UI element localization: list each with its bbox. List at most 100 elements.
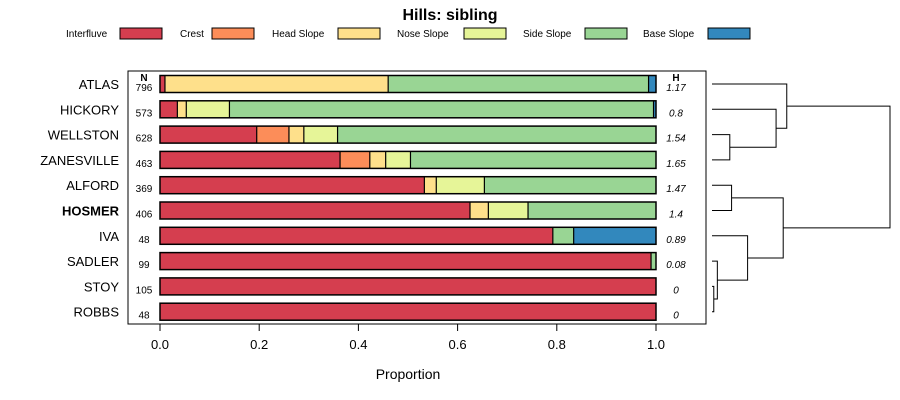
bar-segment-wellston-side-slope [337, 126, 656, 144]
category-label-wellston: WELLSTON [48, 128, 119, 143]
legend-label-interfluve: Interfluve [66, 29, 108, 40]
bar-outline-robbs [159, 302, 657, 321]
n-value-hickory: 573 [136, 108, 153, 119]
row-zanesville: ZANESVILLE 463 1.65 [40, 150, 686, 170]
legend-swatch-crest [211, 27, 255, 40]
category-label-zanesville: ZANESVILLE [40, 153, 119, 168]
category-label-robbs: ROBBS [73, 305, 119, 320]
n-value-alford: 369 [136, 184, 153, 195]
n-value-stoy: 105 [136, 285, 153, 296]
chart-title: Hills: sibling [402, 7, 497, 24]
category-label-stoy: STOY [84, 279, 119, 294]
bar-segment-iva-side-slope [552, 227, 574, 245]
n-value-zanesville: 463 [136, 159, 153, 170]
bar-outline-hickory [159, 100, 657, 119]
n-value-robbs: 48 [138, 311, 150, 322]
bar-segment-zanesville-head-slope [369, 151, 386, 169]
bar-outline-stoy [159, 277, 657, 296]
legend: Interfluve Crest Head Slope Nose Slope Side … [66, 27, 751, 40]
bar-segment-iva-interfluve [160, 227, 553, 245]
x-tick-label-0-4: 0.4 [349, 337, 367, 352]
bar-segment-hosmer-head-slope [470, 202, 489, 219]
bar-segment-sadler-side-slope [651, 252, 656, 270]
bar-segment-hickory-base-slope [653, 100, 656, 118]
x-axis-title: Proportion [376, 366, 441, 382]
bar-segment-hosmer-side-slope [528, 202, 656, 219]
dendrogram-link-7 [712, 83, 788, 129]
bar-outline-sadler [159, 251, 657, 271]
bar-segment-hickory-interfluve [160, 100, 178, 118]
bar-segment-wellston-head-slope [288, 126, 304, 144]
bar-segment-zanesville-interfluve [160, 151, 341, 169]
n-value-sadler: 99 [138, 260, 150, 271]
bar-segment-hickory-nose-slope [186, 100, 230, 118]
category-label-alford: ALFORD [66, 178, 119, 193]
row-hosmer: HOSMER 406 1.4 [62, 201, 683, 221]
n-value-iva: 48 [138, 235, 150, 246]
legend-label-crest: Crest [180, 29, 204, 40]
bar-segment-alford-nose-slope [436, 176, 485, 194]
n-value-atlas: 796 [136, 83, 153, 94]
bar-segment-zanesville-nose-slope [385, 151, 411, 169]
h-value-sadler: 0.08 [666, 260, 686, 271]
bar-outline-hosmer [159, 201, 657, 220]
bar-segment-wellston-nose-slope [303, 126, 338, 144]
row-alford: ALFORD 369 1.47 [66, 175, 686, 195]
legend-swatch-base-slope [707, 27, 751, 40]
bar-segment-alford-interfluve [160, 176, 425, 194]
category-label-iva: IVA [99, 229, 119, 244]
h-value-atlas: 1.17 [666, 83, 686, 94]
row-atlas: ATLAS 796 1.17 [79, 74, 686, 94]
legend-swatch-interfluve [119, 27, 163, 40]
bar-segment-robbs-interfluve [160, 303, 656, 321]
bar-segment-wellston-crest [256, 126, 289, 144]
bar-segment-sadler-interfluve [160, 252, 652, 270]
row-stoy: STOY 105 0 [84, 277, 679, 296]
category-label-atlas: ATLAS [79, 77, 120, 92]
dendrogram-link-3 [712, 134, 731, 161]
bar-segment-zanesville-side-slope [410, 151, 656, 169]
h-value-hickory: 0.8 [669, 108, 683, 119]
bar-segment-atlas-interfluve [160, 75, 165, 93]
x-tick-label-0-6: 0.6 [449, 337, 467, 352]
h-column-header: H [672, 73, 679, 84]
bar-segment-alford-side-slope [484, 176, 656, 194]
row-wellston: WELLSTON 628 1.54 [48, 125, 686, 145]
h-value-wellston: 1.54 [666, 134, 686, 145]
bar-segment-zanesville-crest [340, 151, 370, 169]
plot-frame [127, 70, 707, 325]
bar-segment-hickory-side-slope [229, 100, 654, 118]
dendrogram-link-2 [712, 260, 718, 300]
h-value-iva: 0.89 [666, 235, 686, 246]
legend-swatch-side-slope [584, 27, 628, 40]
bar-segment-wellston-interfluve [160, 126, 257, 144]
dendrogram [712, 83, 891, 313]
legend-label-nose-slope: Nose Slope [397, 29, 449, 40]
x-tick-label-0-8: 0.8 [548, 337, 566, 352]
n-value-wellston: 628 [136, 134, 153, 145]
h-value-alford: 1.47 [666, 184, 686, 195]
dendrogram-link-1 [712, 285, 715, 313]
legend-label-side-slope: Side Slope [523, 29, 572, 40]
n-value-hosmer: 406 [136, 210, 153, 221]
x-tick-label-0-2: 0.2 [250, 337, 268, 352]
bar-outline-atlas [159, 74, 657, 94]
bar-outline-iva [159, 226, 657, 246]
dendrogram-link-8 [731, 197, 784, 259]
h-value-stoy: 0 [673, 285, 679, 296]
dendrogram-link-6 [712, 108, 777, 148]
bar-outline-wellston [159, 125, 657, 144]
legend-swatch-nose-slope [463, 27, 507, 40]
h-value-robbs: 0 [673, 311, 679, 322]
row-iva: IVA 48 0.89 [99, 226, 686, 246]
bar-segment-stoy-interfluve [160, 277, 656, 295]
category-label-hickory: HICKORY [60, 102, 119, 117]
x-axis: 0.0 0.2 0.4 0.6 0.8 1.0 [151, 324, 665, 352]
category-label-sadler: SADLER [67, 254, 119, 269]
row-robbs: ROBBS 48 0 [73, 302, 679, 322]
bar-outline-alford [159, 175, 657, 195]
bar-outline-zanesville [159, 150, 657, 170]
h-value-zanesville: 1.65 [666, 159, 686, 170]
x-tick-label-0-0: 0.0 [151, 337, 169, 352]
